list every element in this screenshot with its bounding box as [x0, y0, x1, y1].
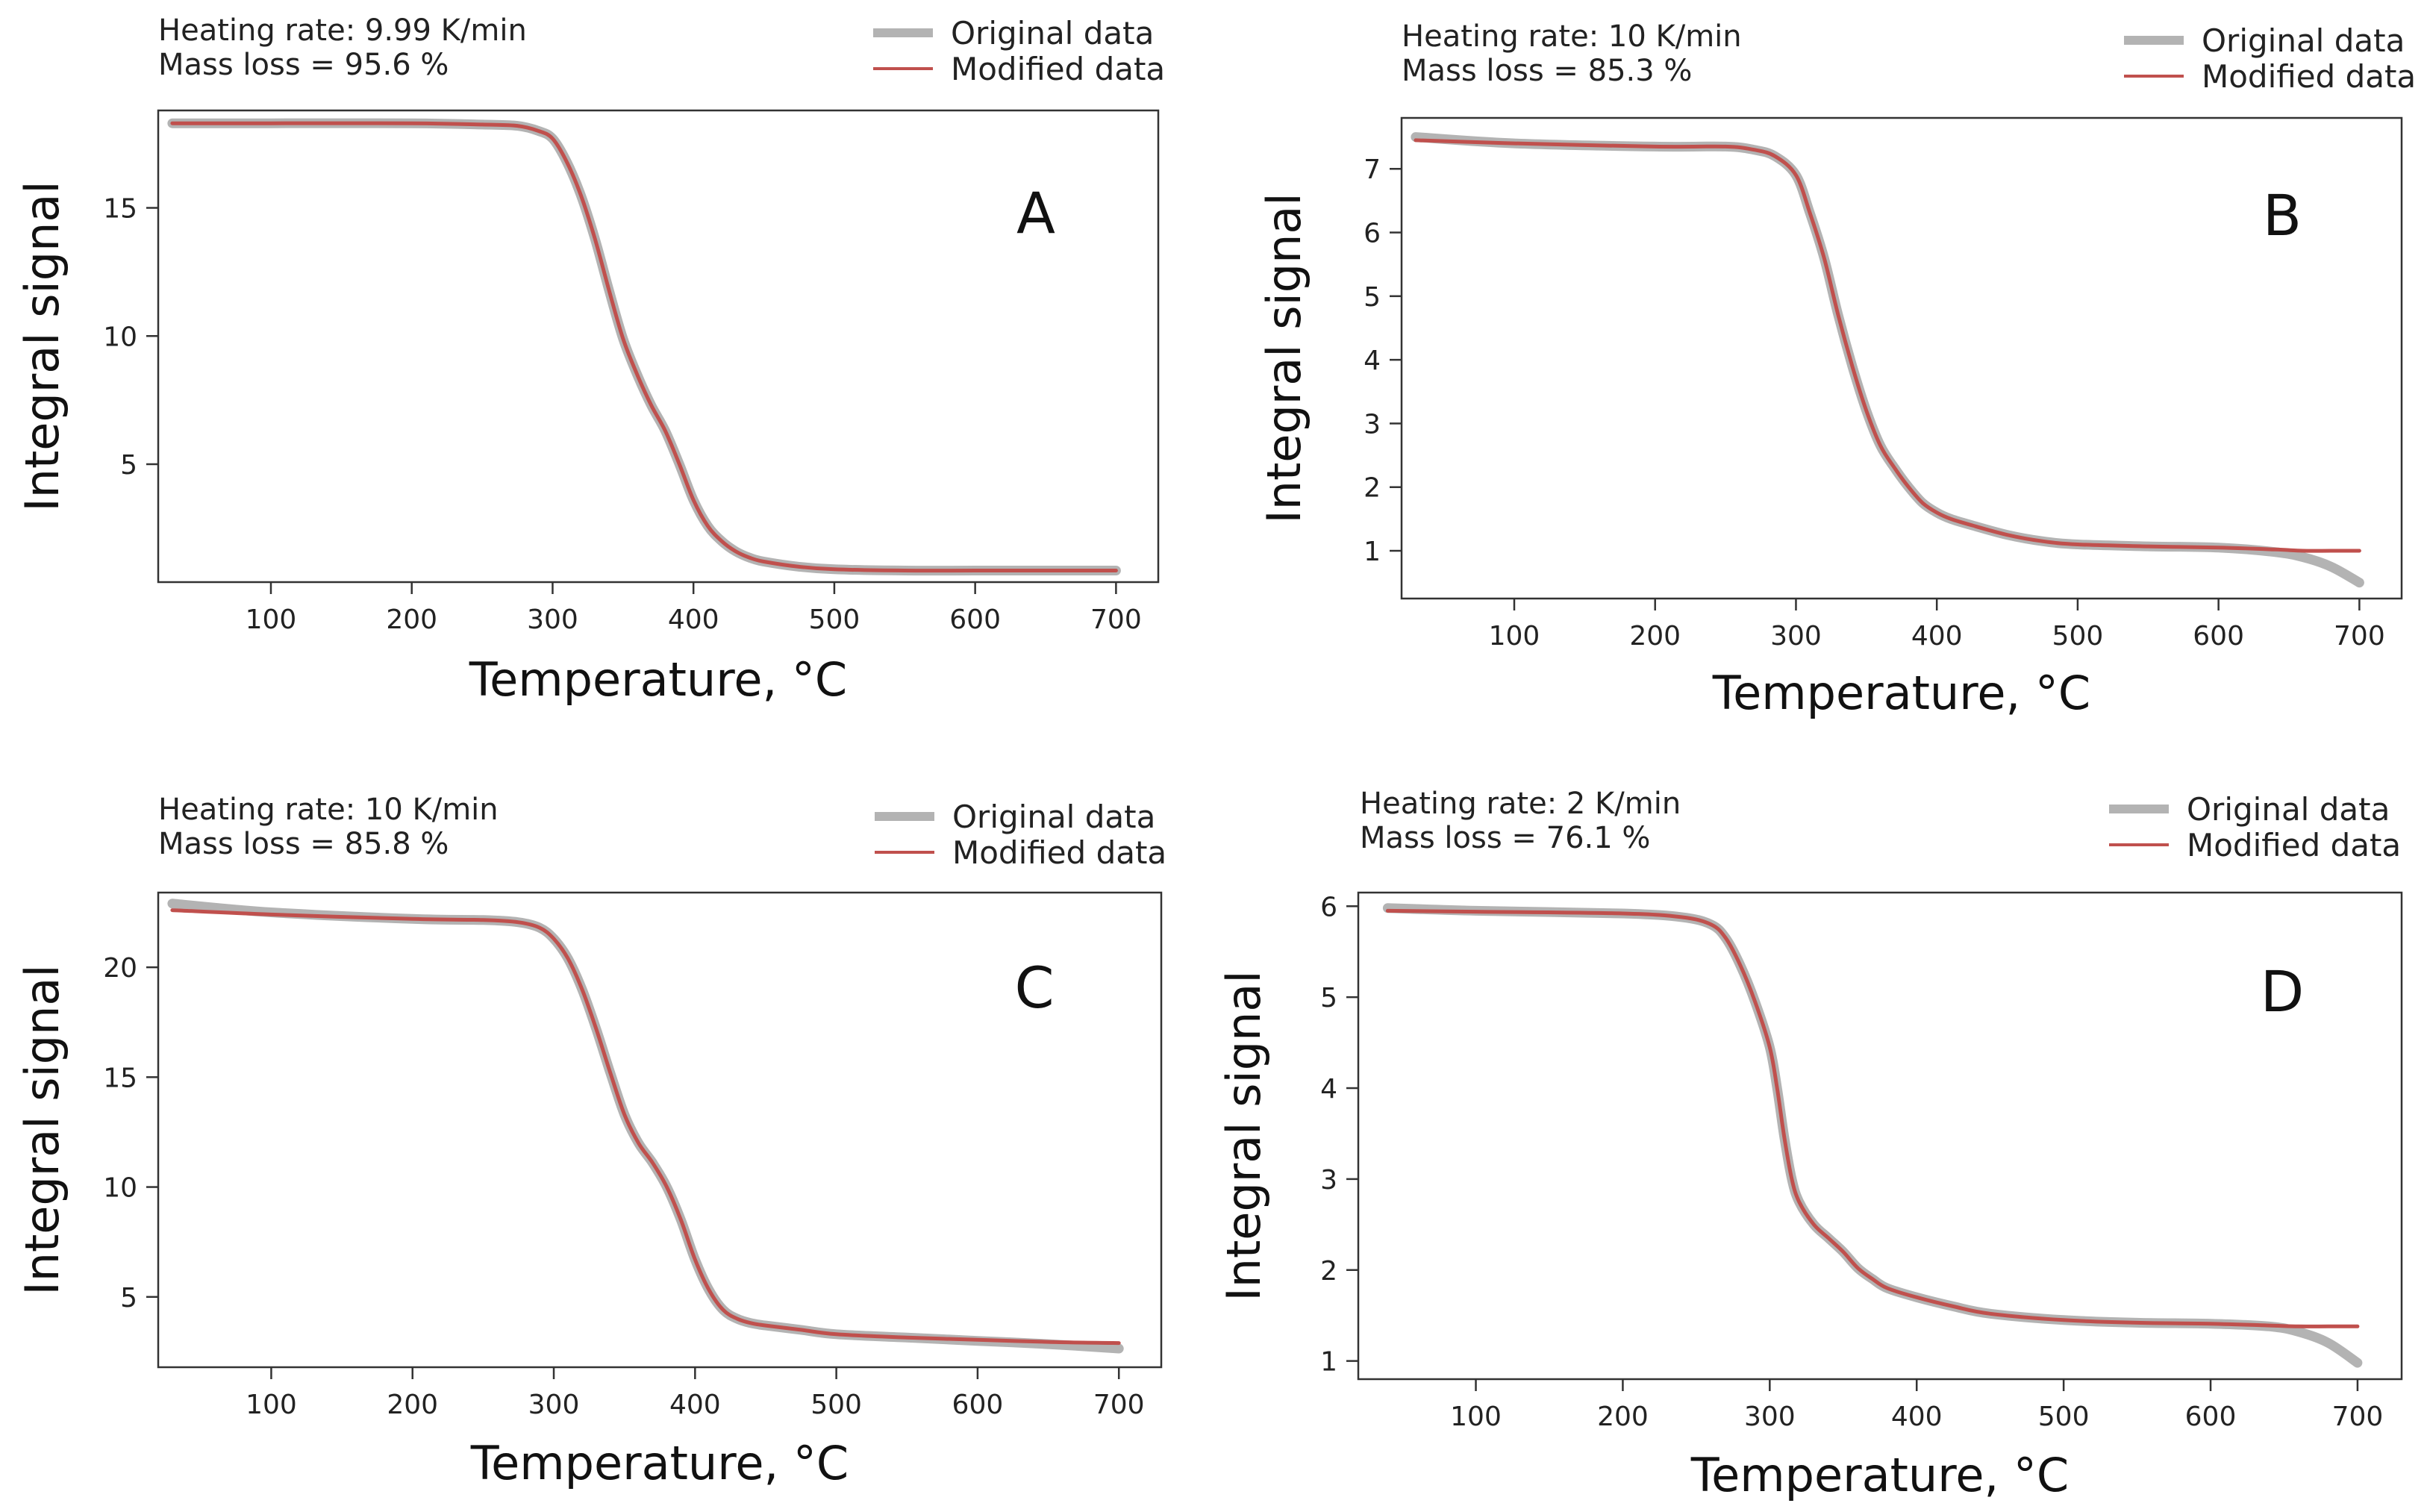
legend-label-original: Original data	[2187, 791, 2390, 828]
legend-label-original: Original data	[951, 15, 1154, 51]
x-tick-label: 700	[2332, 1402, 2384, 1432]
legend-label-modified: Modified data	[2187, 827, 2401, 863]
panel-letter: C	[1014, 955, 1054, 1021]
y-tick-label: 6	[1320, 892, 1337, 922]
x-tick-label: 600	[2185, 1402, 2237, 1432]
mass-loss-label: Mass loss = 95.6 %	[158, 48, 449, 82]
y-tick-label: 4	[1364, 346, 1381, 376]
legend-label-modified: Modified data	[952, 834, 1166, 871]
y-tick-label: 5	[1320, 983, 1337, 1013]
x-tick-label: 400	[668, 605, 719, 635]
x-tick-label: 600	[952, 1390, 1004, 1420]
x-tick-label: 500	[809, 605, 860, 635]
y-tick-label: 4	[1320, 1074, 1337, 1105]
x-tick-label: 100	[246, 605, 297, 635]
y-tick-label: 1	[1320, 1347, 1337, 1378]
x-tick-label: 400	[1911, 621, 1963, 652]
x-tick-label: 500	[810, 1390, 862, 1420]
x-tick-label: 500	[2038, 1402, 2090, 1432]
legend-label-original: Original data	[952, 799, 1155, 835]
x-tick-label: 400	[1891, 1402, 1943, 1432]
x-axis-title: Temperature, °C	[1690, 1448, 2069, 1502]
legend-label-modified: Modified data	[951, 51, 1165, 87]
series-line-modified-data	[170, 908, 1121, 1346]
y-axis-title: Integral signal	[1257, 193, 1311, 523]
mass-loss-label: Mass loss = 85.3 %	[1402, 54, 1692, 88]
heating-rate-label: Heating rate: 10 K/min	[158, 793, 499, 827]
x-tick-label: 200	[387, 1390, 438, 1420]
x-tick-label: 300	[1744, 1402, 1796, 1432]
x-axis-title: Temperature, °C	[469, 652, 847, 707]
series-line-modified-data	[1385, 908, 2360, 1328]
x-tick-label: 300	[528, 1390, 580, 1420]
x-tick-label: 200	[386, 605, 437, 635]
x-tick-label: 600	[949, 605, 1001, 635]
y-axis-title: Integral signal	[15, 964, 69, 1295]
heating-rate-label: Heating rate: 2 K/min	[1360, 787, 1681, 821]
plot-frame	[157, 891, 1163, 1369]
x-tick-label: 300	[527, 605, 578, 635]
heating-rate-label: Heating rate: 10 K/min	[1402, 19, 1742, 54]
mass-loss-label: Mass loss = 76.1 %	[1360, 821, 1650, 855]
y-tick-label: 20	[103, 953, 137, 984]
plot-frame	[1357, 891, 2403, 1381]
y-tick-label: 3	[1364, 409, 1381, 440]
y-tick-label: 5	[120, 450, 137, 481]
y-tick-label: 10	[103, 1173, 137, 1204]
series-line-modified-data	[170, 121, 1118, 573]
y-tick-label: 2	[1364, 473, 1381, 504]
x-tick-label: 500	[2052, 621, 2104, 652]
x-tick-label: 700	[1093, 1390, 1145, 1420]
x-tick-label: 200	[1629, 621, 1681, 652]
x-tick-label: 400	[669, 1390, 721, 1420]
x-tick-label: 200	[1597, 1402, 1649, 1432]
legend-label-modified: Modified data	[2202, 58, 2416, 95]
y-tick-label: 1	[1364, 537, 1381, 567]
x-axis-title: Temperature, °C	[470, 1436, 849, 1490]
y-tick-label: 7	[1364, 154, 1381, 185]
heating-rate-label: Heating rate: 9.99 K/min	[158, 13, 527, 48]
panel-letter: B	[2263, 182, 2302, 249]
y-tick-label: 2	[1320, 1256, 1337, 1287]
y-tick-label: 5	[120, 1283, 137, 1313]
y-tick-label: 15	[103, 1063, 137, 1093]
x-tick-label: 100	[1450, 1402, 1502, 1432]
x-tick-label: 700	[2334, 621, 2385, 652]
y-tick-label: 15	[103, 194, 137, 225]
y-tick-label: 5	[1364, 282, 1381, 313]
panel-letter: D	[2261, 958, 2305, 1025]
legend-label-original: Original data	[2202, 22, 2405, 59]
y-axis-title: Integral signal	[1216, 970, 1271, 1301]
x-tick-label: 300	[1770, 621, 1822, 652]
x-tick-label: 100	[246, 1390, 297, 1420]
x-tick-label: 100	[1489, 621, 1540, 652]
y-tick-label: 6	[1364, 219, 1381, 249]
x-axis-title: Temperature, °C	[1712, 666, 2090, 720]
y-tick-label: 10	[103, 322, 137, 352]
x-tick-label: 700	[1090, 605, 1142, 635]
plot-frame	[157, 109, 1160, 584]
panel-letter: A	[1016, 180, 1055, 246]
y-tick-label: 3	[1320, 1165, 1337, 1196]
x-tick-label: 600	[2193, 621, 2244, 652]
y-axis-title: Integral signal	[15, 181, 69, 511]
plot-frame	[1400, 116, 2403, 600]
mass-loss-label: Mass loss = 85.8 %	[158, 827, 449, 861]
series-line-modified-data	[1414, 138, 2361, 553]
